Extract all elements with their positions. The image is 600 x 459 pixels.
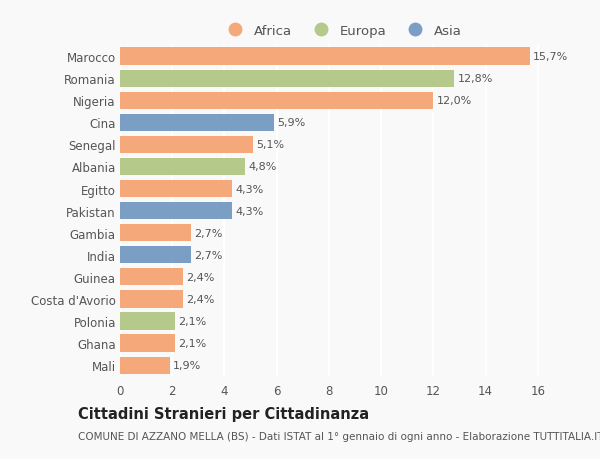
- Bar: [120, 224, 191, 242]
- Bar: [120, 136, 253, 154]
- Bar: [120, 70, 454, 88]
- Text: 2,7%: 2,7%: [194, 228, 222, 238]
- Text: 4,3%: 4,3%: [235, 184, 263, 194]
- Bar: [120, 92, 433, 110]
- Text: 2,4%: 2,4%: [186, 272, 214, 282]
- Text: 4,3%: 4,3%: [235, 206, 263, 216]
- Text: Cittadini Stranieri per Cittadinanza: Cittadini Stranieri per Cittadinanza: [78, 406, 369, 421]
- Bar: [120, 158, 245, 176]
- Bar: [120, 180, 232, 198]
- Bar: [120, 269, 182, 286]
- Text: 12,8%: 12,8%: [457, 74, 493, 84]
- Bar: [120, 291, 182, 308]
- Text: 15,7%: 15,7%: [533, 52, 568, 62]
- Text: COMUNE DI AZZANO MELLA (BS) - Dati ISTAT al 1° gennaio di ogni anno - Elaborazio: COMUNE DI AZZANO MELLA (BS) - Dati ISTAT…: [78, 431, 600, 442]
- Text: 2,7%: 2,7%: [194, 250, 222, 260]
- Text: 4,8%: 4,8%: [248, 162, 277, 172]
- Text: 2,1%: 2,1%: [178, 316, 206, 326]
- Text: 1,9%: 1,9%: [173, 360, 201, 370]
- Bar: [120, 48, 530, 66]
- Bar: [120, 357, 170, 374]
- Bar: [120, 335, 175, 352]
- Text: 5,9%: 5,9%: [277, 118, 305, 128]
- Text: 2,4%: 2,4%: [186, 294, 214, 304]
- Text: 2,1%: 2,1%: [178, 338, 206, 348]
- Text: 5,1%: 5,1%: [256, 140, 284, 150]
- Legend: Africa, Europa, Asia: Africa, Europa, Asia: [217, 19, 467, 43]
- Bar: [120, 202, 232, 220]
- Bar: [120, 313, 175, 330]
- Bar: [120, 114, 274, 132]
- Bar: [120, 246, 191, 264]
- Text: 12,0%: 12,0%: [437, 96, 472, 106]
